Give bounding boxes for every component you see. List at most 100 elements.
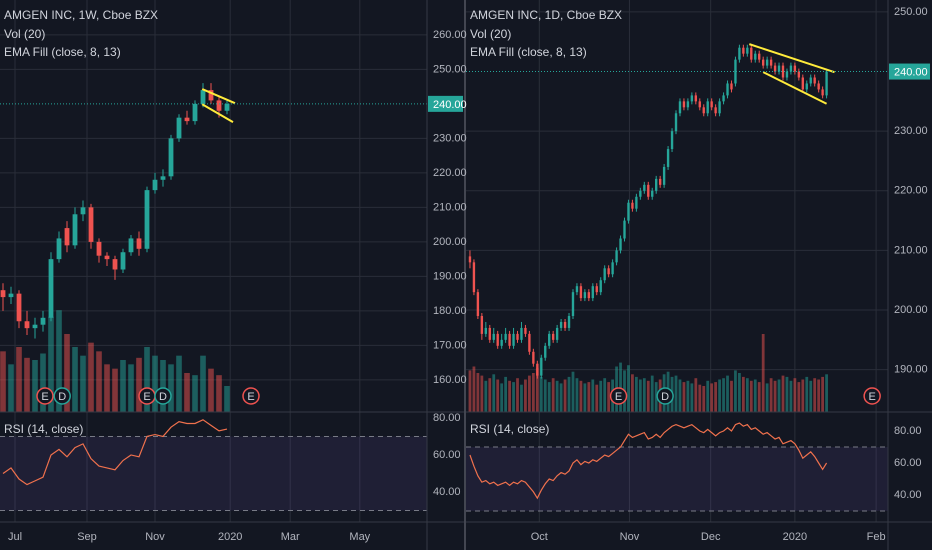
volume-bar (583, 383, 587, 412)
volume-bar (516, 378, 519, 412)
event-label: D (159, 391, 167, 403)
event-label: D (58, 391, 66, 403)
volume-bar (785, 376, 789, 412)
candle-body (540, 357, 543, 376)
trendline (201, 103, 234, 124)
last-price-box (428, 95, 463, 112)
candle-body (500, 339, 503, 346)
candle-body (208, 90, 214, 101)
volume-bar (825, 374, 828, 412)
x-tick-label: Mar (281, 531, 300, 543)
x-tick-label: 2020 (783, 531, 807, 543)
candle-body (825, 71, 828, 96)
candle-body (512, 333, 515, 346)
y-tick-label: 190.00 (894, 364, 928, 376)
candle-body (734, 59, 737, 84)
volume-bar (650, 375, 654, 412)
y-tick-label: 260.00 (433, 29, 467, 41)
candle-body (168, 138, 174, 177)
volume-bar (575, 378, 579, 412)
candle-body (80, 207, 86, 215)
volume-bar (809, 380, 813, 412)
volume-bar (472, 366, 476, 412)
volume-bar (168, 364, 174, 412)
trendline (201, 88, 236, 105)
volume-bar (722, 378, 725, 412)
volume-bar (587, 382, 591, 412)
candle-body (746, 47, 749, 54)
candle-body (579, 286, 583, 299)
candle-body (738, 47, 741, 60)
rsi-tick-label: 60.00 (433, 449, 461, 461)
candle-body (160, 176, 166, 180)
candle-body (603, 268, 606, 281)
volume-bar (16, 347, 22, 412)
candle-body (40, 317, 46, 325)
candle-body (16, 293, 22, 322)
candle-body (686, 101, 690, 108)
volume-bar (638, 379, 642, 412)
candle-body (797, 71, 801, 78)
candle-body (651, 190, 654, 197)
volume-bar (631, 374, 634, 412)
volume-bar (761, 334, 765, 412)
event-marker (53, 387, 71, 405)
y-tick-label: 230.00 (894, 125, 928, 137)
volume-legend: Vol (20) (470, 27, 511, 41)
candle-body (88, 207, 94, 242)
candle-body (96, 241, 102, 256)
candle-body (520, 327, 523, 340)
candle-body (599, 280, 602, 293)
candle-body (587, 292, 591, 299)
rsi-legend: RSI (14, close) (4, 422, 83, 436)
candle-body (112, 259, 118, 270)
candle-body (647, 184, 650, 197)
candle-body (765, 59, 769, 66)
candle-body (144, 190, 150, 249)
rsi-tick-label: 40.00 (433, 486, 461, 498)
candle-body (722, 95, 725, 102)
candle-body (809, 77, 812, 84)
volume-bar (551, 378, 555, 412)
volume-bar (714, 382, 718, 412)
event-marker (242, 387, 260, 405)
candle-body (643, 184, 646, 191)
volume-bar (749, 380, 753, 412)
volume-bar (698, 384, 702, 412)
volume-bar (690, 383, 694, 412)
candle-body (773, 65, 777, 72)
candle-body (619, 238, 622, 251)
candle-body (750, 47, 753, 60)
volume-bar (777, 379, 781, 412)
chart-title: AMGEN INC, 1W, Cboe BZX (4, 8, 158, 22)
volume-bar (654, 382, 658, 412)
volume-bar (48, 316, 54, 412)
volume-bar (543, 379, 547, 412)
candle-body (496, 333, 499, 346)
candle-body (472, 262, 476, 293)
chart-title: AMGEN INC, 1D, Cboe BZX (470, 8, 622, 22)
volume-bar (627, 365, 630, 412)
volume-bar (726, 375, 729, 412)
candle-body (639, 190, 642, 197)
volume-bar (32, 360, 38, 412)
volume-bar (567, 376, 571, 412)
candle-body (216, 100, 222, 111)
volume-bar (730, 380, 733, 412)
volume-bar (694, 378, 698, 412)
volume-bar (745, 378, 749, 412)
candle-body (136, 238, 142, 249)
candle-body (678, 101, 682, 114)
volume-bar (682, 382, 686, 412)
volume-bar (563, 379, 567, 412)
volume-bar (579, 380, 583, 412)
candle-body (670, 131, 674, 150)
volume-legend: Vol (20) (4, 27, 45, 41)
candle-body (694, 95, 698, 102)
candle-body (72, 214, 78, 246)
volume-bar (555, 380, 559, 412)
candle-body (484, 327, 488, 334)
volume-bar (646, 380, 650, 412)
candle-body (718, 101, 721, 114)
